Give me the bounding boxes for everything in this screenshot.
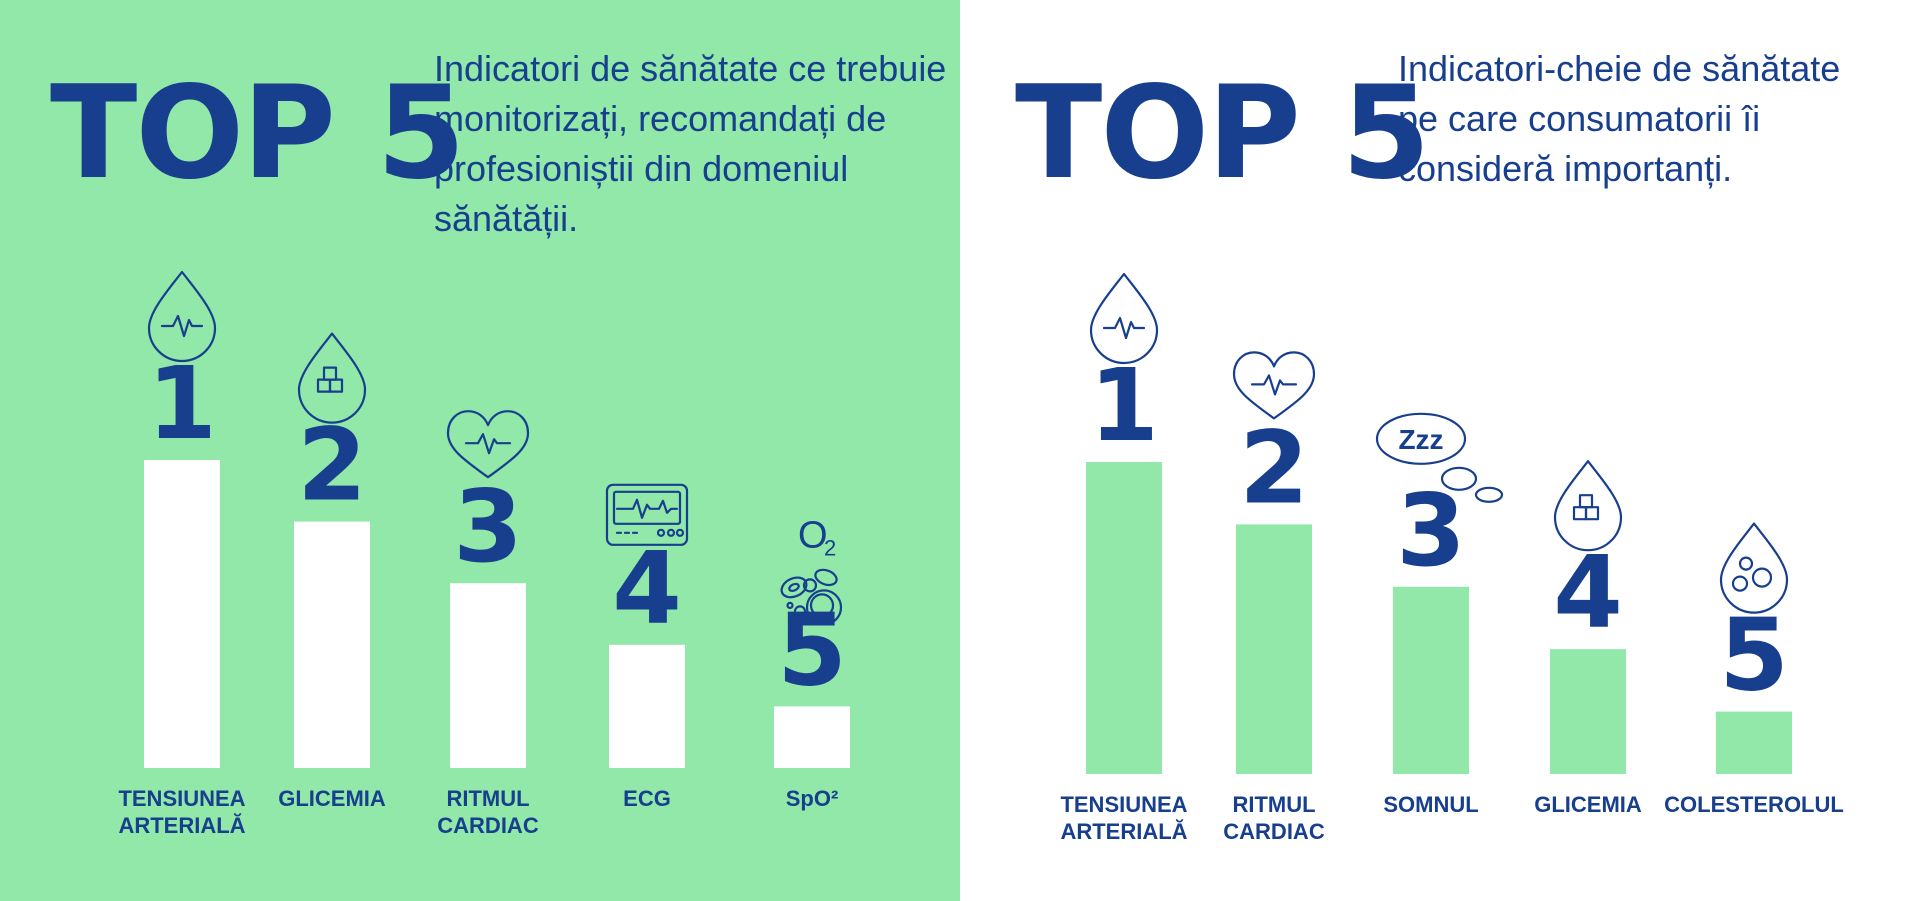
bar-5 (1716, 711, 1792, 774)
bar-4 (609, 644, 685, 768)
category-label-5: COLESTEROLUL (1664, 792, 1844, 817)
right-title: TOP 5 (1015, 59, 1431, 208)
category-label-2: GLICEMIA (278, 786, 386, 811)
heart-rate-icon (1232, 351, 1316, 420)
bar-3 (1393, 586, 1469, 774)
right-chart: 1 TENSIUNEA ARTERIALĂ 2 RITMUL CARDIAC 3 Zzz SOM… (1060, 272, 1844, 844)
category-label-5: SpO² (786, 786, 839, 811)
rank-label-1: 1 (147, 345, 217, 462)
right-panel: TOP 5 Indicatori-cheie de sănătate pe ca… (960, 0, 1920, 901)
bar-3 (450, 583, 526, 768)
rank-label-2: 2 (1239, 409, 1309, 526)
category-label-3: SOMNUL (1383, 792, 1478, 817)
category-label-3: RITMUL CARDIAC (437, 786, 539, 838)
oxygen-label: O (798, 514, 828, 556)
left-chart: 1 TENSIUNEA ARTERIALĂ 2 GLICEMIA 3 RITMUL CARDI… (118, 270, 850, 838)
category-label-1: TENSIUNEA ARTERIALĂ (1060, 792, 1187, 844)
rank-label-5: 5 (1719, 597, 1789, 714)
category-label-4: GLICEMIA (1534, 792, 1642, 817)
rank-label-3: 3 (453, 468, 523, 585)
bar-1 (144, 460, 220, 768)
oxygen-subscript: 2 (824, 535, 836, 560)
rank-label-4: 4 (612, 530, 682, 647)
heart-rate-icon (446, 410, 530, 479)
left-subtitle: Indicatori de sănătate ce trebuie monito… (434, 48, 947, 239)
rank-label-3: 3 (1396, 472, 1466, 589)
ecg-monitor-icon (605, 483, 689, 546)
bar-2 (1236, 524, 1312, 774)
bar-2 (294, 521, 370, 768)
glucose-drop-icon (1553, 460, 1623, 552)
bar-4 (1550, 649, 1626, 774)
left-title: TOP 5 (50, 59, 466, 208)
bar-5 (774, 706, 850, 768)
bar-1 (1086, 462, 1162, 774)
rank-label-2: 2 (297, 407, 367, 524)
sleep-label: Zzz (1398, 424, 1443, 455)
category-label-1: TENSIUNEA ARTERIALĂ (118, 786, 245, 838)
right-subtitle: Indicatori-cheie de sănătate pe care con… (1398, 48, 1841, 189)
cholesterol-drop-icon (1719, 522, 1789, 614)
sleep-bubble-icon: Zzz (1375, 412, 1504, 503)
rank-label-4: 4 (1553, 534, 1623, 651)
rank-label-1: 1 (1089, 347, 1159, 464)
blood-pressure-drop-icon (1089, 272, 1159, 365)
oxygen-cells-icon: O2 (780, 514, 843, 626)
left-panel: TOP 5 Indicatori de sănătate ce trebuie … (0, 0, 960, 901)
blood-pressure-drop-icon (147, 270, 217, 363)
category-label-2: RITMUL CARDIAC (1223, 792, 1325, 844)
category-label-4: ECG (623, 786, 671, 811)
glucose-drop-icon (297, 332, 367, 424)
